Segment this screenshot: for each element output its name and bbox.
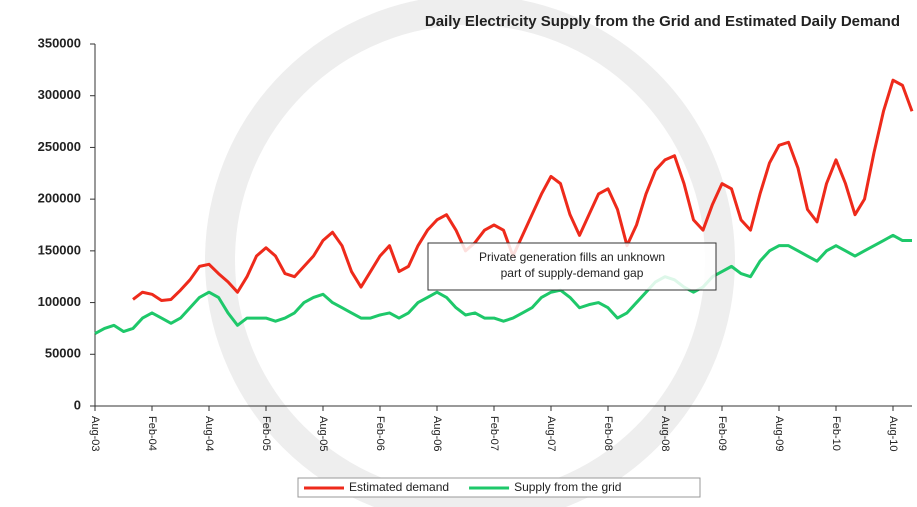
- x-tick-label: Feb-08: [602, 416, 614, 451]
- y-tick-label: 0: [74, 397, 81, 412]
- legend-label: Estimated demand: [349, 480, 449, 494]
- chart-title: Daily Electricity Supply from the Grid a…: [425, 13, 900, 30]
- y-tick-label: 250000: [38, 139, 81, 154]
- y-tick-label: 350000: [38, 35, 81, 50]
- x-tick-label: Aug-09: [773, 416, 785, 451]
- annotation-text: part of supply-demand gap: [501, 266, 644, 280]
- line-series: [132, 78, 914, 303]
- x-tick-label: Feb-10: [830, 416, 842, 451]
- x-tick-label: Feb-07: [488, 416, 500, 451]
- y-tick-label: 50000: [45, 346, 81, 361]
- x-tick-label: Feb-06: [374, 416, 386, 451]
- watermark: [205, 0, 735, 507]
- x-tick-label: Aug-04: [203, 416, 215, 451]
- y-tick-label: 150000: [38, 242, 81, 257]
- annotation-text: Private generation fills an unknown: [479, 250, 665, 264]
- x-tick-label: Aug-03: [89, 416, 101, 451]
- line-series: [94, 233, 912, 335]
- x-tick-label: Aug-06: [431, 416, 443, 451]
- x-tick-label: Aug-08: [659, 416, 671, 451]
- x-tick-label: Aug-10: [887, 416, 899, 451]
- y-tick-label: 200000: [38, 191, 81, 206]
- x-tick-label: Feb-09: [716, 416, 728, 451]
- legend-label: Supply from the grid: [514, 480, 621, 494]
- x-tick-label: Aug-07: [545, 416, 557, 451]
- x-tick-label: Aug-05: [317, 416, 329, 451]
- x-tick-label: Feb-04: [146, 416, 158, 451]
- y-tick-label: 100000: [38, 294, 81, 309]
- x-tick-label: Feb-05: [260, 416, 272, 451]
- y-tick-label: 300000: [38, 87, 81, 102]
- annotation-box: [427, 242, 717, 291]
